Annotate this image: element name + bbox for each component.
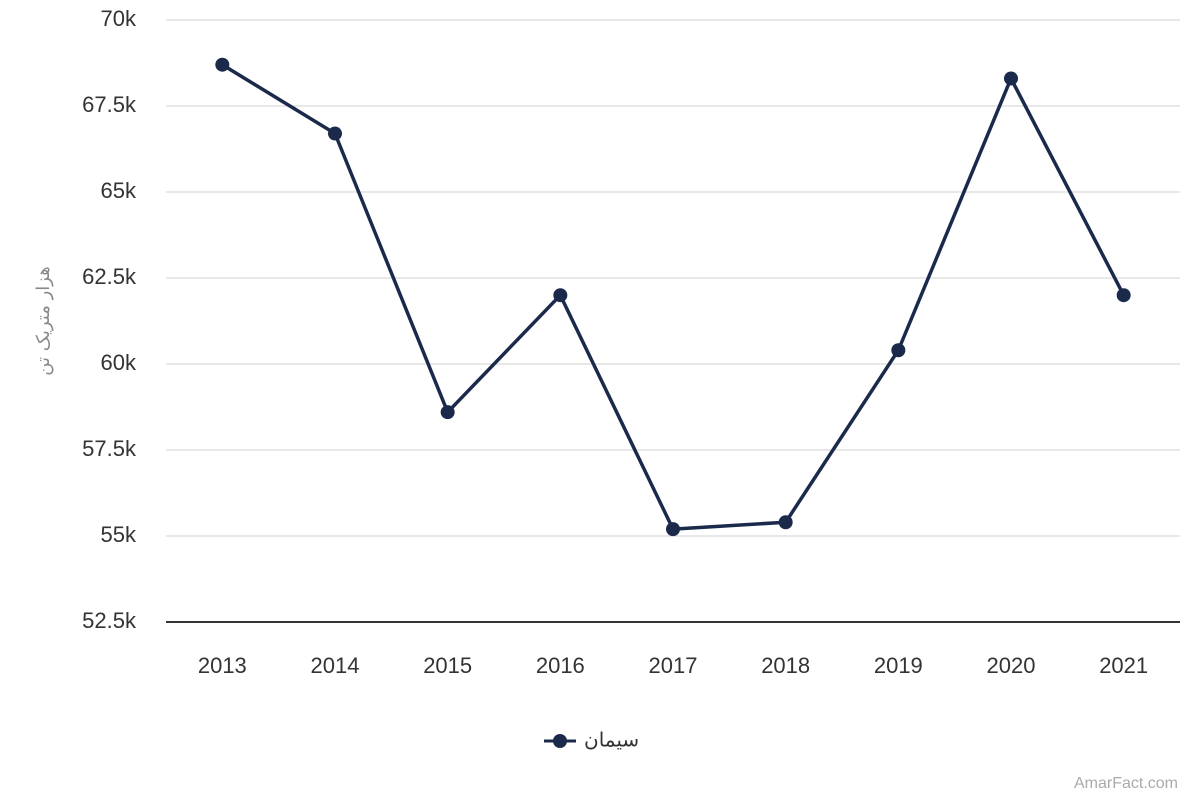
data-point [328, 126, 342, 141]
x-tick-label: 2019 [874, 653, 923, 678]
y-tick-label: 70k [101, 6, 137, 31]
data-point [666, 522, 680, 537]
y-tick-label: 57.5k [82, 436, 137, 461]
data-point [215, 57, 230, 72]
y-tick-label: 60k [101, 350, 137, 375]
x-tick-label: 2016 [536, 653, 585, 678]
y-tick-label: 52.5k [82, 608, 137, 633]
data-point [1004, 71, 1018, 86]
y-tick-label: 67.5k [82, 92, 137, 117]
data-point [891, 343, 906, 358]
x-tick-label: 2021 [1099, 653, 1148, 678]
x-tick-label: 2014 [311, 653, 360, 678]
data-point [553, 288, 568, 303]
legend-marker [553, 734, 567, 748]
series-line [221, 63, 1126, 531]
data-point [440, 405, 455, 420]
x-tick-label: 2017 [649, 653, 698, 678]
data-point [1116, 288, 1131, 303]
y-tick-label: 65k [101, 178, 137, 203]
y-tick-label: 62.5k [82, 264, 137, 289]
watermark: AmarFact.com [1074, 775, 1178, 792]
legend-label: سیمان [584, 728, 639, 752]
x-tick-label: 2020 [987, 653, 1036, 678]
x-tick-label: 2013 [198, 653, 247, 678]
x-tick-label: 2018 [761, 653, 810, 678]
y-axis-title: هزار متریک تن [33, 266, 54, 375]
data-point [778, 515, 793, 530]
y-tick-label: 55k [101, 522, 137, 547]
x-tick-label: 2015 [423, 653, 472, 678]
